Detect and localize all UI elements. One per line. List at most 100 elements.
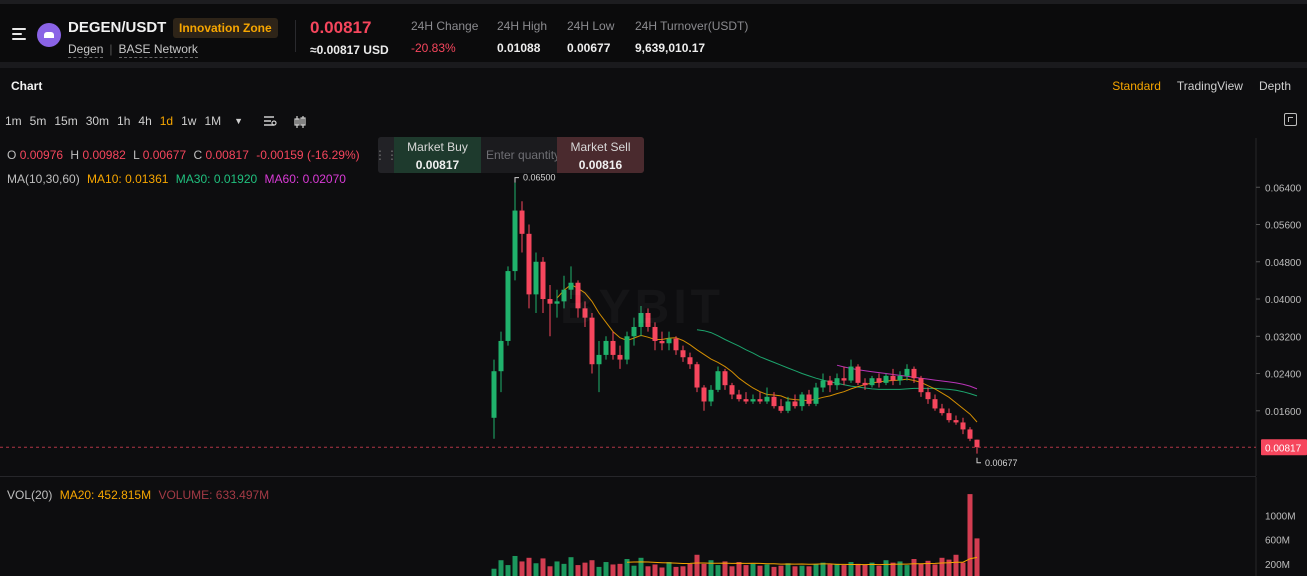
volume-bar xyxy=(946,559,952,576)
volume-bar xyxy=(834,563,840,576)
volume-bar xyxy=(764,564,770,576)
drag-handle-icon[interactable]: ⋮⋮ xyxy=(378,137,398,173)
candle-body xyxy=(540,261,546,300)
indicator-icon[interactable] xyxy=(263,115,277,127)
candle-body xyxy=(491,371,497,418)
candle-body xyxy=(925,392,931,400)
volume-bar xyxy=(582,562,588,576)
candle-body xyxy=(743,399,749,402)
volume-bar xyxy=(757,565,763,576)
timeframe-15m[interactable]: 15m xyxy=(54,114,78,128)
volume-bar xyxy=(617,563,623,576)
pair-title[interactable]: DEGEN/USDT xyxy=(68,19,167,36)
tab-standard[interactable]: Standard xyxy=(1112,79,1161,93)
high-marker-label: 0.06500 xyxy=(523,173,556,183)
vol-label: VOL(20) xyxy=(7,488,53,502)
volume-bar xyxy=(918,563,924,576)
timeframe-1m[interactable]: 1m xyxy=(5,114,22,128)
candle-body xyxy=(841,378,847,381)
candle-body xyxy=(820,380,826,388)
candle-body xyxy=(911,368,917,379)
volume-bar xyxy=(673,566,679,576)
candle-body xyxy=(827,380,833,386)
volume-tick-label: 200M xyxy=(1265,560,1290,571)
stat-value: 0.00677 xyxy=(567,41,611,55)
stat-24h-change: 24H Change -20.83% xyxy=(411,19,478,55)
market-buy-button[interactable]: Market Buy 0.00817 xyxy=(394,137,481,173)
volume-bar xyxy=(610,564,616,576)
tab-tradingview[interactable]: TradingView xyxy=(1176,79,1243,93)
market-sell-button[interactable]: Market Sell 0.00816 xyxy=(557,137,644,173)
volume-bar xyxy=(883,560,889,576)
volume-bar xyxy=(792,566,798,576)
price-tick-label: 0.04000 xyxy=(1265,295,1302,306)
volume-bar xyxy=(666,562,672,576)
high-marker-arrow xyxy=(514,177,519,183)
stat-24h-high: 24H High 0.01088 xyxy=(497,19,547,55)
price-tick-label: 0.04800 xyxy=(1265,258,1302,269)
candle-body xyxy=(498,340,504,372)
candle-body xyxy=(855,366,861,383)
volume-bar xyxy=(750,563,756,576)
volume-bar xyxy=(911,559,917,576)
timeframe-30m[interactable]: 30m xyxy=(85,114,110,128)
ma10-value: MA10: 0.01361 xyxy=(87,172,169,186)
stat-value: 9,639,010.17 xyxy=(635,41,706,55)
volume-chart[interactable]: 1000M 600M 200M xyxy=(0,477,1307,576)
high-value: 0.00982 xyxy=(82,148,126,162)
price-tick-label: 0.05600 xyxy=(1265,221,1302,232)
timeframe-1h[interactable]: 1h xyxy=(117,114,131,128)
price-chart[interactable]: 0.06400 0.05600 0.04800 0.04000 0.03200 0.024… xyxy=(0,138,1307,476)
candle-body xyxy=(750,399,756,402)
volume-bar xyxy=(841,565,847,576)
stat-24h-low: 24H Low 0.00677 xyxy=(567,19,614,55)
price-tick-label: 0.02400 xyxy=(1265,370,1302,381)
candle-body xyxy=(589,317,595,365)
timeframe-1M[interactable]: 1M xyxy=(204,114,222,128)
ticker-header: DEGEN/USDT Innovation Zone Degen | BASE Ne… xyxy=(0,0,1307,62)
candle-body xyxy=(904,368,910,376)
candle-body xyxy=(967,429,973,439)
timeframe-1d[interactable]: 1d xyxy=(159,114,174,128)
volume-bar xyxy=(799,565,805,576)
timeframe-4h[interactable]: 4h xyxy=(138,114,152,128)
volume-bar xyxy=(491,568,497,576)
menu-icon[interactable] xyxy=(12,28,28,42)
candle-body xyxy=(757,399,763,402)
volume-bar xyxy=(505,565,511,576)
fullscreen-icon[interactable] xyxy=(1284,113,1297,126)
stat-label: 24H Low xyxy=(567,19,615,33)
price-tick-label: 0.01600 xyxy=(1265,407,1302,418)
low-label: L xyxy=(133,148,140,162)
volume-bar xyxy=(596,566,602,576)
candle-body xyxy=(673,338,679,351)
candle-body xyxy=(561,289,567,302)
stat-24h-turnover: 24H Turnover(USDT) 9,639,010.17 xyxy=(635,19,748,55)
timeframe-5m[interactable]: 5m xyxy=(29,114,47,128)
volume-bar xyxy=(533,563,539,576)
candle-body xyxy=(568,282,574,290)
tab-depth[interactable]: Depth xyxy=(1258,79,1291,93)
volume-bar xyxy=(848,562,854,576)
market-buy-price: 0.00817 xyxy=(415,158,460,172)
network-link[interactable]: BASE Network xyxy=(118,42,198,58)
volume-bar xyxy=(540,558,546,576)
candle-body xyxy=(736,394,742,400)
innovation-zone-badge[interactable]: Innovation Zone xyxy=(173,18,278,38)
volume-bar xyxy=(498,560,504,576)
caret-down-icon[interactable]: ▼ xyxy=(234,116,244,126)
volume-bar xyxy=(526,557,532,576)
ma-legend: MA(10,30,60) MA10: 0.01361 MA30: 0.01920… xyxy=(7,172,346,186)
coin-name-link[interactable]: Degen xyxy=(68,42,104,58)
volume-bar xyxy=(771,566,777,576)
volume-bar xyxy=(561,563,567,576)
candle-type-icon[interactable] xyxy=(293,115,307,128)
candle-body xyxy=(533,261,539,295)
quantity-input[interactable] xyxy=(481,137,557,173)
volume-bar xyxy=(806,566,812,576)
timeframe-1w[interactable]: 1w xyxy=(181,114,197,128)
open-value: 0.00976 xyxy=(19,148,64,162)
candle-body xyxy=(596,354,602,365)
volume-bar xyxy=(904,565,910,576)
candle-body xyxy=(890,375,896,381)
